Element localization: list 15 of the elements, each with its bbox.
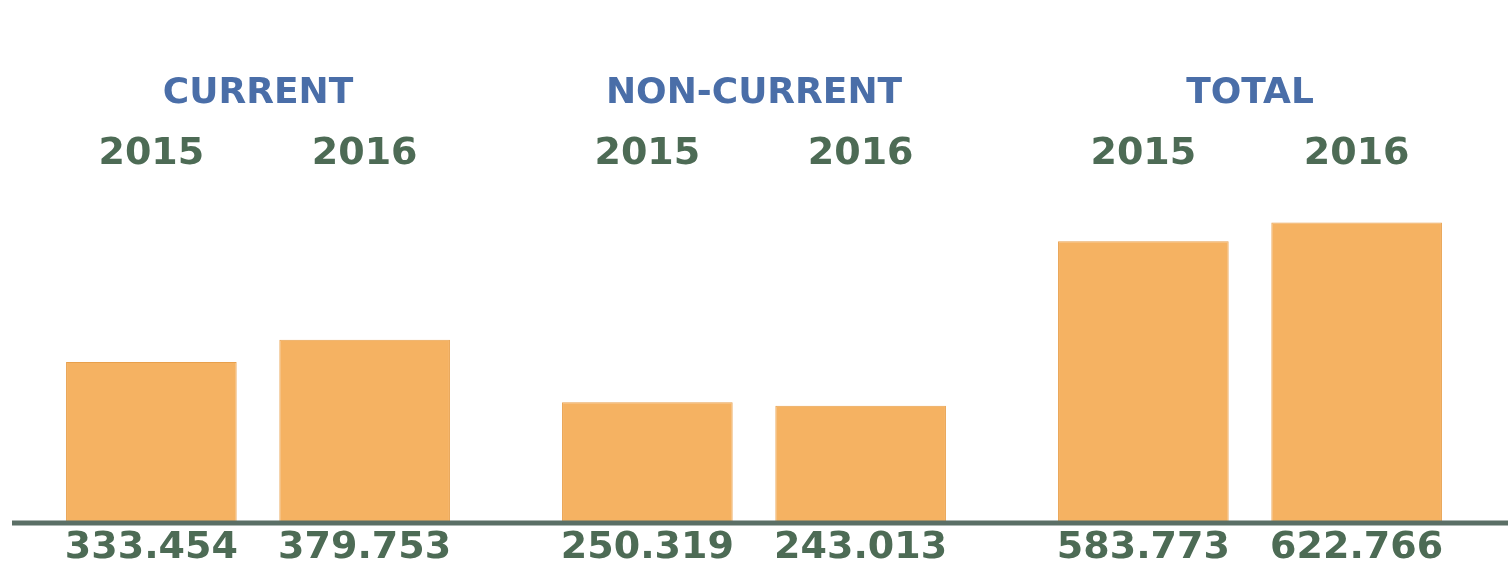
x-tick-label: NON-CURRENT: [605, 69, 903, 111]
x-tick-label: CURRENT: [162, 69, 354, 111]
series-label: 2015: [1090, 129, 1197, 174]
data-label: 622.766: [1270, 522, 1444, 567]
data-label: 379.753: [278, 522, 452, 567]
series-label: 2016: [1303, 129, 1410, 174]
text: 2016: [807, 129, 914, 174]
data-label: 583.773: [1056, 522, 1230, 567]
data-label: 250.319: [560, 522, 734, 567]
text: 2016: [311, 129, 418, 174]
data-label: 243.013: [774, 522, 948, 567]
text: 2015: [594, 129, 701, 174]
text: 2015: [98, 129, 205, 174]
data-label: 333.454: [64, 522, 238, 567]
x-tick-label: TOTAL: [1186, 69, 1314, 111]
